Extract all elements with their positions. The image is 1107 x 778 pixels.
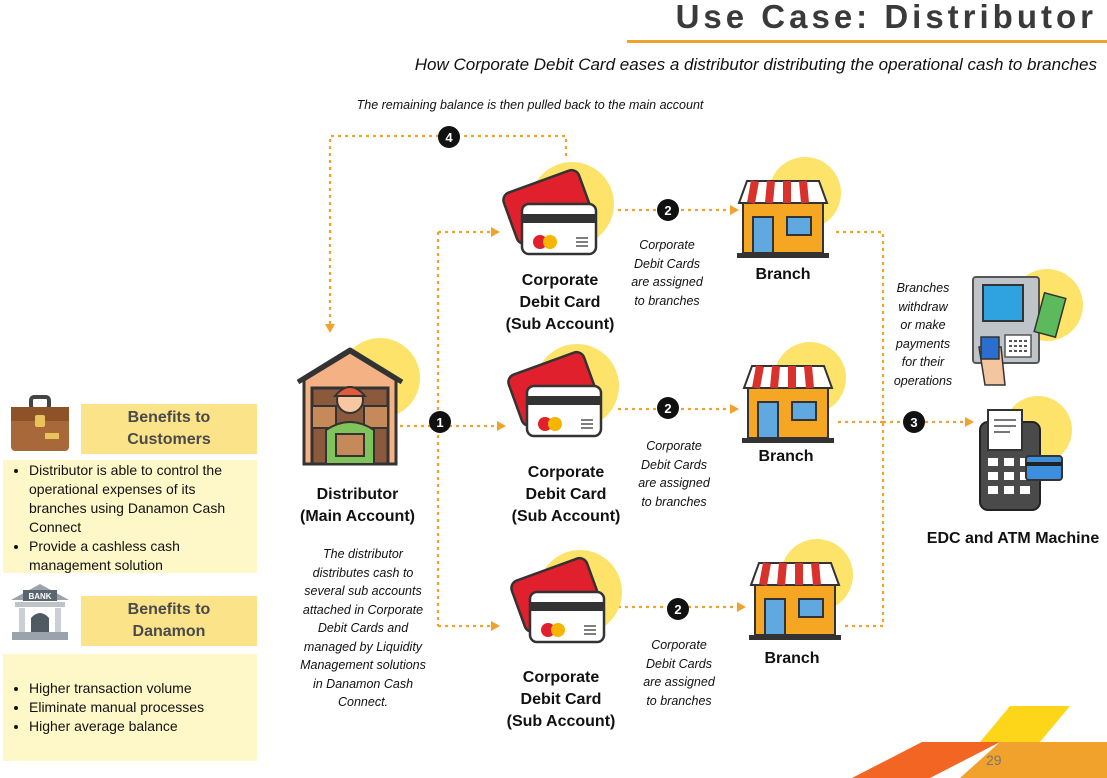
list-item: Higher transaction volume [29, 679, 257, 698]
note-line: withdraw [898, 299, 948, 314]
note-line: several sub accounts [304, 584, 422, 598]
branch-collector [836, 230, 885, 628]
branch-label: Branch [755, 266, 811, 283]
distributor-label-line2: (Main Account) [300, 508, 415, 525]
atm-machine-icon [972, 269, 1083, 386]
note-line: The distributor [323, 547, 403, 561]
credit-card-icon [502, 162, 614, 256]
step-badge-1: 1 [429, 411, 451, 433]
note-line: Connect. [337, 695, 389, 709]
card-label-line: Corporate [521, 272, 599, 289]
assign-note: Corporate Debit Cards are assigned to br… [612, 236, 722, 310]
note-line: are assigned [643, 675, 715, 689]
briefcase-icon [11, 395, 69, 451]
edc-atm-label: EDC and ATM Machine [926, 530, 1100, 547]
credit-card-icon [507, 344, 619, 438]
note-line: Corporate [639, 238, 695, 252]
branch-store-icon [742, 342, 846, 443]
credit-card-icon [510, 550, 622, 644]
note-line: Debit Cards [641, 457, 707, 472]
note-line: Management solutions [300, 658, 426, 672]
heading-line: Benefits to [127, 601, 211, 618]
card-label-line: (Sub Account) [511, 508, 621, 525]
note-line: Branches [896, 281, 950, 295]
card-label-line: (Sub Account) [506, 713, 616, 730]
page-number: 29 [986, 752, 1002, 768]
card-label-line: (Sub Account) [505, 316, 615, 333]
step-badge-3: 3 [903, 411, 925, 433]
title-underline [627, 40, 1107, 43]
benefits-danamon-list: Higher transaction volume Eliminate manu… [3, 654, 257, 761]
note-line: or make [900, 318, 946, 332]
heading-line: Danamon [132, 623, 206, 640]
step-badge-2: 2 [657, 397, 679, 419]
step4-note: The remaining balance is then pulled bac… [356, 98, 704, 112]
benefits-customers-list: Distributor is able to control the opera… [3, 460, 257, 573]
distributor-label: Distributor (Main Account) [285, 484, 430, 528]
step-badge-2: 2 [667, 598, 689, 620]
branch-store-icon [737, 157, 841, 258]
card-label-line: Corporate [527, 464, 605, 481]
note-line: to branches [641, 494, 707, 509]
branch-label: Branch [764, 650, 820, 667]
note-line: for their [901, 355, 945, 369]
card-label: Corporate Debit Card (Sub Account) [496, 667, 626, 733]
branch-store-icon [749, 539, 853, 640]
note-line: are assigned [631, 275, 703, 289]
note-line: Corporate [651, 638, 707, 652]
card-label: Corporate Debit Card (Sub Account) [501, 462, 631, 528]
edc-machine-icon [979, 396, 1072, 511]
card-label-line: Debit Card [525, 486, 607, 503]
brand-stripes [852, 706, 1107, 778]
bank-icon: BANK [11, 584, 69, 640]
branches-note: Branches withdraw or make payments for t… [878, 279, 968, 390]
return-connector [328, 134, 568, 326]
note-line: are assigned [638, 476, 710, 490]
heading-line: Benefits to [127, 409, 211, 426]
note-line: Debit Cards [646, 656, 712, 671]
list-item: Distributor is able to control the opera… [29, 461, 257, 537]
list-item: Eliminate manual processes [29, 698, 257, 717]
card-label: Corporate Debit Card (Sub Account) [495, 270, 625, 336]
step-badge-2: 2 [657, 199, 679, 221]
note-line: Debit Cards [634, 256, 700, 271]
benefits-customers-heading: Benefits to Customers [81, 404, 257, 454]
bank-sign-text: BANK [28, 592, 51, 601]
assign-note: Corporate Debit Cards are assigned to br… [624, 636, 734, 710]
card-label-line: Corporate [522, 669, 600, 686]
note-line: to branches [634, 293, 700, 308]
page-title: Use Case: Distributor [675, 0, 1097, 35]
list-item: Provide a cashless cash management solut… [29, 537, 257, 575]
list-item: Higher average balance [29, 717, 257, 736]
card-label-line: Debit Card [520, 691, 602, 708]
heading-line: Customers [127, 431, 211, 448]
note-line: Debit Cards and [317, 621, 409, 635]
note-line: distributes cash to [312, 565, 414, 580]
note-line: managed by Liquidity [303, 639, 423, 654]
distributor-label-line1: Distributor [316, 486, 399, 503]
assign-note: Corporate Debit Cards are assigned to br… [619, 437, 729, 511]
benefits-danamon-heading: Benefits to Danamon [81, 596, 257, 646]
card-label-line: Debit Card [519, 294, 601, 311]
note-line: attached in Corporate [302, 602, 424, 617]
distributor-note: The distributor distributes cash to seve… [283, 545, 443, 712]
page-subtitle: How Corporate Debit Card eases a distrib… [414, 55, 1097, 74]
note-line: to branches [646, 693, 712, 708]
distributor-warehouse-icon [296, 338, 420, 466]
note-line: operations [893, 373, 953, 388]
branch-label: Branch [758, 448, 814, 465]
note-line: Corporate [646, 439, 702, 453]
note-line: in Danamon Cash [312, 676, 414, 691]
note-line: payments [895, 336, 951, 351]
step-badge-4: 4 [438, 126, 460, 148]
